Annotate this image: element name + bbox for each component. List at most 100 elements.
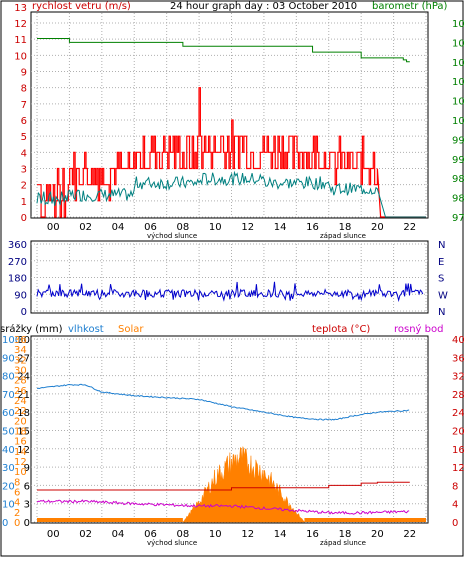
compass-tick: N (438, 240, 445, 251)
pressure-tick: 990 (452, 155, 464, 166)
sunrise-label-3: východ slunce (147, 539, 197, 547)
rain-tick: 12 (17, 445, 30, 456)
solar-tick: 32 (14, 355, 27, 366)
solar-tick: 20 (14, 416, 27, 427)
humidity-tick: 0 (2, 518, 8, 529)
solar-tick: 24 (14, 396, 27, 407)
rain-tick: 3 (24, 500, 30, 511)
pressure-tick: 1025 (452, 19, 464, 30)
rain-tick: 9 (24, 463, 30, 474)
x-tick-1: 04 (112, 222, 125, 233)
wind-speed-line (36, 170, 426, 218)
pressure-tick: 1005 (452, 97, 464, 108)
pressure-axis-label: barometr (hPa) (372, 1, 448, 12)
panel1-frame (30, 11, 429, 219)
x-tick-3: 20 (371, 529, 384, 540)
temperature-tick: 28 (452, 390, 464, 401)
direction-tick: 360 (8, 240, 27, 251)
solar-tick: 4 (14, 498, 20, 509)
dewpoint-axis-label: rosný bod (394, 323, 443, 335)
pressure-tick: 985 (452, 174, 464, 185)
rain-tick: 30 (17, 335, 30, 346)
x-tick-1: 20 (371, 222, 384, 233)
x-tick-1: 22 (403, 222, 416, 233)
rain-tick: 21 (17, 390, 30, 401)
wind-tick: 8 (21, 84, 27, 95)
pressure-tick: 1015 (452, 58, 464, 69)
solar-baseline-right (304, 518, 426, 522)
pressure-tick: 995 (452, 135, 464, 146)
humidity-axis-label: vlhkost (68, 324, 104, 335)
humidity-tick: 20 (2, 481, 15, 492)
solar-tick: 6 (14, 488, 20, 499)
pressure-line (37, 38, 410, 63)
pressure-tick: 980 (452, 194, 464, 205)
wind-tick: 6 (21, 116, 27, 127)
solar-axis-label: Solar (118, 324, 144, 335)
wind-tick: 7 (21, 100, 27, 111)
direction-tick: 90 (14, 290, 27, 301)
temperature-tick: 20 (452, 427, 464, 438)
solar-tick: 14 (14, 447, 27, 458)
humidity-tick: 80 (2, 372, 15, 383)
temperature-tick: 36 (452, 353, 464, 364)
temperature-tick: 32 (452, 372, 464, 383)
solar-tick: 8 (14, 477, 20, 488)
x-tick-3: 14 (274, 529, 287, 540)
x-tick-3: 12 (241, 529, 254, 540)
x-tick-3: 06 (144, 529, 157, 540)
x-tick-1: 08 (177, 222, 190, 233)
humidity-line (36, 383, 410, 421)
humidity-tick: 10 (2, 500, 15, 511)
temperature-tick: 12 (452, 463, 464, 474)
temperature-tick: 16 (452, 445, 464, 456)
compass-tick: S (438, 274, 444, 285)
rain-tick: 15 (17, 427, 30, 438)
wind-tick: 1 (21, 197, 27, 208)
direction-tick: 180 (8, 274, 27, 285)
wind-tick: 0 (21, 213, 27, 224)
rain-tick: 6 (24, 481, 30, 492)
x-tick-1: 02 (79, 222, 92, 233)
wind-axis-label: rychlost vetru (m/s) (32, 1, 131, 12)
wind-tick: 4 (21, 148, 27, 159)
humidity-tick: 100 (2, 335, 21, 346)
gust-line (37, 87, 426, 218)
wind-tick: 2 (21, 181, 27, 192)
solar-area (182, 446, 305, 523)
x-tick-3: 00 (47, 529, 60, 540)
compass-tick: N (438, 307, 445, 318)
rain-tick: 18 (17, 408, 30, 419)
chart-title: 24 hour graph day : 03 October 2010 (170, 1, 357, 12)
humidity-tick: 70 (2, 390, 15, 401)
panel3-frame (30, 335, 429, 524)
x-tick-3: 08 (177, 529, 190, 540)
x-tick-3: 10 (209, 529, 222, 540)
compass-tick: E (438, 257, 444, 268)
solar-tick: 30 (14, 366, 27, 377)
dewpoint-line (36, 499, 410, 515)
chart-marks: 0123456789101112139759809859909951000100… (2, 3, 464, 540)
rain-tick: 27 (17, 353, 30, 364)
pressure-tick: 975 (452, 213, 464, 224)
solar-tick: 36 (14, 335, 27, 346)
solar-tick: 2 (14, 508, 20, 519)
x-tick-1: 00 (47, 222, 60, 233)
solar-tick: 26 (14, 386, 27, 397)
humidity-tick: 50 (2, 427, 15, 438)
direction-tick: 270 (8, 257, 27, 268)
compass-tick: W (438, 290, 448, 301)
temperature-tick: 0 (452, 518, 458, 529)
wind-tick: 10 (14, 51, 27, 62)
solar-tick: 34 (14, 345, 27, 356)
x-tick-3: 22 (403, 529, 416, 540)
sunset-label-1: západ slunce (320, 232, 366, 240)
x-tick-3: 02 (79, 529, 92, 540)
wind-tick: 5 (21, 132, 27, 143)
temperature-tick: 4 (452, 500, 458, 511)
